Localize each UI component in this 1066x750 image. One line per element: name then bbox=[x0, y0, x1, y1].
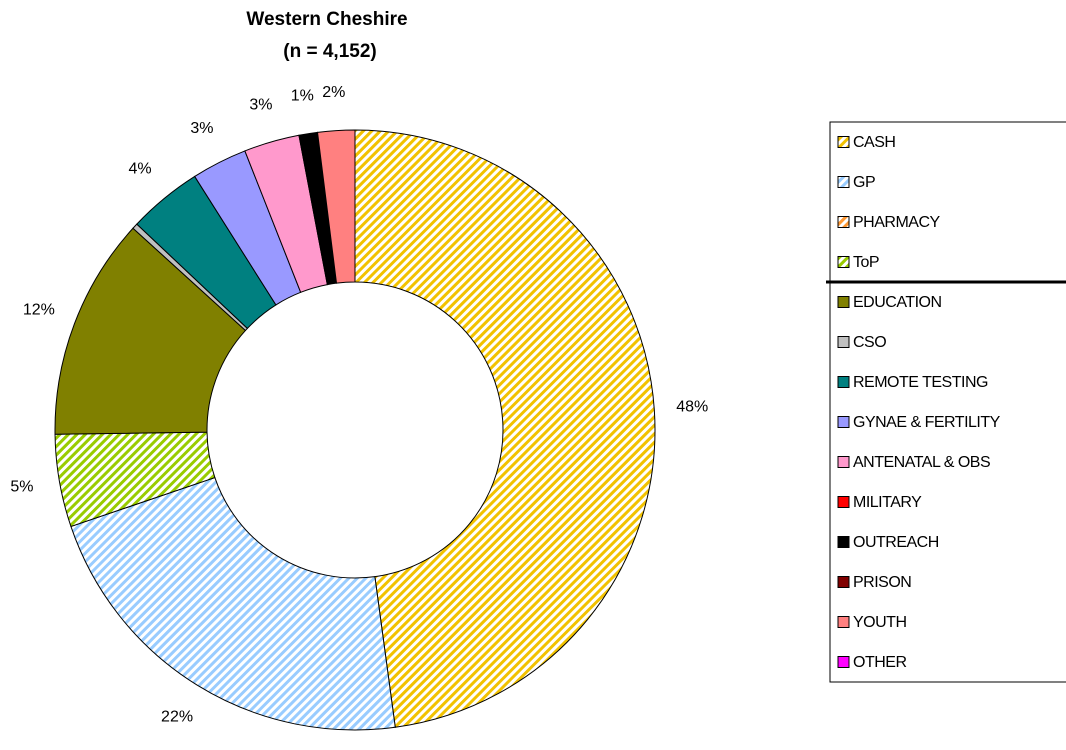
chart-subtitle: (n = 4,152) bbox=[283, 41, 376, 62]
legend-swatch bbox=[837, 256, 850, 268]
legend-label: YOUTH bbox=[853, 614, 907, 631]
legend-swatch bbox=[837, 456, 850, 468]
legend-label: GYNAE & FERTILITY bbox=[853, 414, 1001, 431]
slice bbox=[354, 129, 656, 728]
legend-label: ANTENATAL & OBS bbox=[853, 454, 990, 471]
legend-label: REMOTE TESTING bbox=[853, 374, 988, 391]
data-label: 48% bbox=[676, 398, 708, 415]
legend-label: GP bbox=[853, 174, 875, 191]
legend-label: OTHER bbox=[853, 654, 907, 671]
data-label: 4% bbox=[129, 160, 152, 177]
legend-label: PRISON bbox=[853, 574, 911, 591]
legend-swatch bbox=[837, 536, 850, 548]
data-label: 22% bbox=[161, 709, 193, 726]
legend-swatch bbox=[837, 296, 850, 308]
legend-label: ToP bbox=[853, 254, 879, 271]
legend-swatch bbox=[837, 136, 850, 148]
slice bbox=[316, 129, 356, 284]
legend-swatch bbox=[837, 656, 850, 668]
legend-swatch bbox=[837, 336, 850, 348]
legend-swatch bbox=[837, 216, 850, 228]
legend-label: OUTREACH bbox=[853, 534, 939, 551]
legend-box bbox=[829, 121, 1066, 683]
data-label: 5% bbox=[10, 479, 33, 496]
legend-swatch bbox=[837, 496, 850, 508]
chart-title: Western Cheshire bbox=[246, 9, 407, 30]
legend-swatch bbox=[837, 576, 850, 588]
legend-label: PHARMACY bbox=[853, 214, 941, 231]
legend-swatch bbox=[837, 616, 850, 628]
data-label: 3% bbox=[190, 120, 213, 137]
data-label: 3% bbox=[249, 97, 272, 114]
legend-swatch bbox=[837, 176, 850, 188]
data-label: 1% bbox=[291, 87, 314, 104]
slice bbox=[70, 476, 396, 731]
data-label: 12% bbox=[23, 302, 55, 319]
data-label: 2% bbox=[322, 84, 345, 101]
legend-swatch bbox=[837, 416, 850, 428]
legend-label: CASH bbox=[853, 134, 895, 151]
legend-label: MILITARY bbox=[853, 494, 922, 511]
legend-label: EDUCATION bbox=[853, 294, 942, 311]
legend-swatch bbox=[837, 376, 850, 388]
slice bbox=[54, 227, 247, 435]
legend-label: CSO bbox=[853, 334, 886, 351]
